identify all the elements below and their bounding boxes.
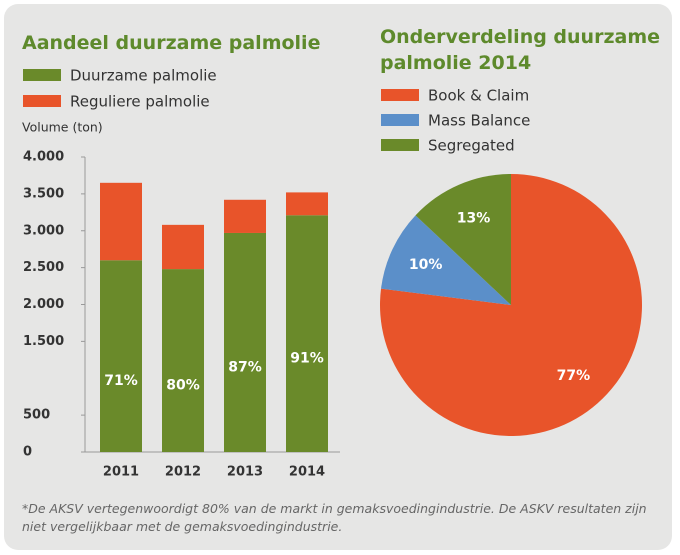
bar-segment bbox=[162, 269, 204, 452]
x-tick-label: 2012 bbox=[165, 465, 201, 480]
bar-segment bbox=[224, 232, 266, 452]
pie-label: 13% bbox=[457, 210, 491, 226]
bar-segment bbox=[286, 192, 328, 216]
bar-share-label: 87% bbox=[228, 359, 262, 375]
pie-label: 77% bbox=[557, 368, 591, 384]
legend-label: Book & Claim bbox=[428, 87, 529, 105]
legend-swatch bbox=[23, 95, 61, 107]
bar-segment bbox=[286, 215, 328, 452]
bar-segment bbox=[100, 260, 142, 452]
y-tick-label: 2.000 bbox=[23, 297, 64, 312]
bar-title: Aandeel duurzame palmolie bbox=[22, 32, 321, 54]
y-axis-label: Volume (ton) bbox=[22, 120, 103, 135]
footnote: *De AKSV vertegenwoordigt 80% van de mar… bbox=[22, 501, 647, 534]
legend-swatch bbox=[23, 69, 61, 81]
legend-label: Mass Balance bbox=[428, 112, 530, 130]
y-tick-label: 3.500 bbox=[23, 186, 64, 201]
pie-slice bbox=[415, 174, 511, 305]
bar-segment bbox=[162, 224, 204, 270]
pie-title: Onderverdeling duurzame palmolie 2014 bbox=[380, 26, 661, 74]
y-tick-label: 0 bbox=[23, 445, 32, 460]
bar-segment bbox=[100, 182, 142, 261]
y-tick-label: 2.500 bbox=[23, 260, 64, 275]
y-tick-label: 4.000 bbox=[23, 150, 64, 165]
bar-share-label: 80% bbox=[166, 378, 200, 394]
legend-label: Reguliere palmolie bbox=[70, 93, 210, 111]
y-tick-label: 500 bbox=[23, 408, 50, 423]
bar-share-label: 71% bbox=[104, 373, 138, 389]
x-tick-label: 2013 bbox=[227, 465, 263, 480]
pie-slice bbox=[379, 174, 642, 436]
legend-label: Duurzame palmolie bbox=[70, 67, 217, 85]
x-tick-label: 2014 bbox=[289, 465, 325, 480]
legend-swatch bbox=[381, 139, 419, 151]
y-tick-label: 1.500 bbox=[23, 334, 64, 349]
legend-swatch bbox=[381, 89, 419, 101]
legend-label: Segregated bbox=[428, 137, 515, 155]
bar-share-label: 91% bbox=[290, 351, 324, 367]
pie-label: 10% bbox=[409, 257, 443, 273]
y-tick-label: 3.000 bbox=[23, 223, 64, 238]
legend-swatch bbox=[381, 114, 419, 126]
bar-segment bbox=[224, 199, 266, 233]
pie-slice bbox=[381, 215, 511, 305]
x-tick-label: 2011 bbox=[103, 465, 139, 480]
